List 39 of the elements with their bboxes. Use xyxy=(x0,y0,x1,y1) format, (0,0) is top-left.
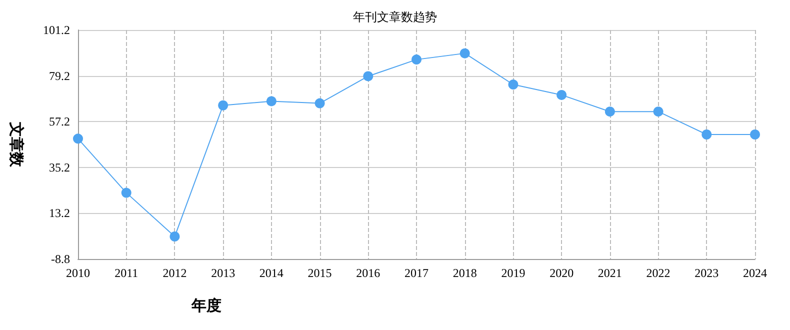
x-tick-label: 2012 xyxy=(162,266,187,280)
y-tick-label: 79.2 xyxy=(49,68,70,83)
x-tick-label: 2018 xyxy=(452,266,477,280)
point xyxy=(314,98,325,108)
point xyxy=(604,106,615,117)
x-tick-label: 2021 xyxy=(598,266,622,280)
x-tick-label: 2022 xyxy=(646,266,670,280)
point xyxy=(556,90,567,100)
point xyxy=(508,80,518,90)
x-tick-label: 2023 xyxy=(694,266,719,280)
y-tick-label: 57.2 xyxy=(49,114,70,129)
point xyxy=(218,100,228,110)
point xyxy=(750,130,760,140)
point xyxy=(363,71,374,82)
x-tick-label: 2019 xyxy=(501,266,526,280)
point xyxy=(702,130,712,140)
chart-title: 年刊文章数趋势 xyxy=(353,10,437,24)
x-tick-label: 2010 xyxy=(66,266,90,280)
y-tick-label: 101.2 xyxy=(43,23,70,37)
x-tick-label: 2013 xyxy=(211,266,236,280)
point xyxy=(412,54,422,65)
x-tick-label: 2014 xyxy=(259,266,284,280)
y-tick-label: -8.8 xyxy=(51,252,70,266)
point xyxy=(73,134,83,144)
x-tick-label: 2020 xyxy=(550,266,574,280)
x-tick-label: 2016 xyxy=(356,266,380,280)
y-axis-title: 文章数 xyxy=(8,121,26,168)
x-axis-title: 年度 xyxy=(190,296,222,314)
point xyxy=(653,106,664,117)
point xyxy=(121,188,132,198)
point xyxy=(170,232,180,242)
x-tick-label: 2017 xyxy=(404,266,428,280)
y-tick-label: 13.2 xyxy=(49,206,70,220)
y-tick-label: 35.2 xyxy=(49,160,70,174)
x-tick-label: 2024 xyxy=(743,266,767,280)
x-tick-label: 2015 xyxy=(308,266,332,280)
point xyxy=(460,48,470,58)
x-tick-label: 2011 xyxy=(114,266,138,280)
point xyxy=(266,96,276,106)
